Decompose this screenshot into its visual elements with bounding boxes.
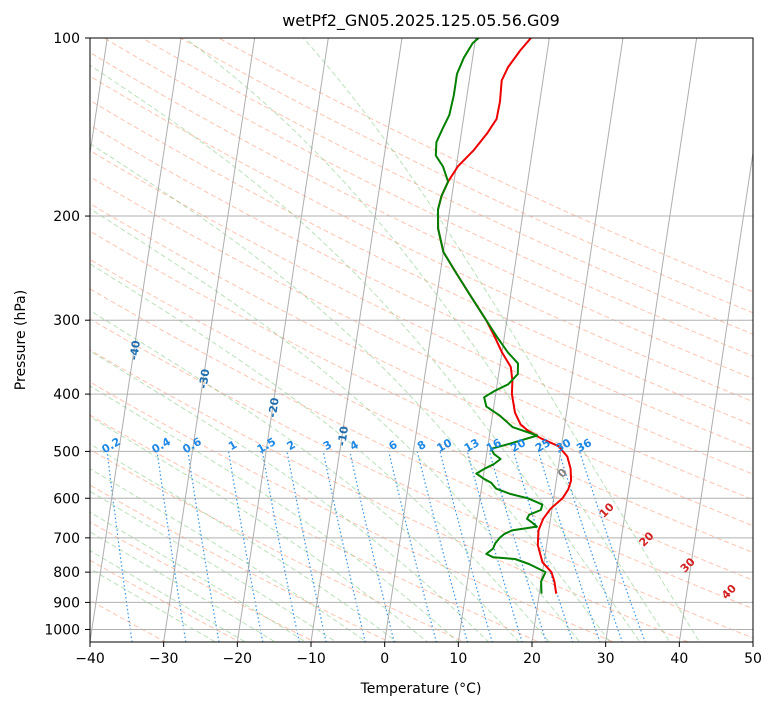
- dry-adiabat-line: [217, 38, 753, 293]
- y-tick-label: 400: [53, 387, 80, 403]
- y-tick-label: 900: [53, 595, 80, 611]
- dry-adiabat-line: [90, 448, 466, 642]
- isotherm-label: -60: [0, 244, 10, 266]
- moist-adiabat-label: 20: [637, 529, 657, 549]
- mixing-ratio-label: 4: [348, 438, 361, 453]
- x-tick-label: −10: [296, 651, 326, 667]
- x-tick-label: 10: [449, 651, 467, 667]
- isotherm-line: [90, 38, 182, 642]
- moist-adiabat-line: [90, 416, 429, 642]
- x-tick-label: 30: [597, 651, 615, 667]
- temperature-profile-line: [437, 38, 573, 594]
- mixing-ratio-label: 3: [321, 438, 334, 453]
- isotherm-line: [678, 149, 753, 642]
- mixing-ratio-label: 0.4: [149, 435, 173, 456]
- chart-title: wetPf2_GN05.2025.125.05.56.G09: [282, 11, 560, 31]
- isotherm-line: [457, 38, 550, 642]
- isotherm-label: -30: [197, 368, 213, 390]
- x-tick-label: −30: [149, 651, 179, 667]
- mixing-ratio-label: 2: [285, 438, 298, 453]
- isotherm-label: -40: [127, 339, 143, 361]
- isotherm-label: -10: [335, 425, 351, 447]
- mixing-ratio-line: [579, 451, 646, 642]
- x-axis-label: Temperature (°C): [360, 681, 482, 697]
- dry-adiabat-line: [90, 288, 753, 610]
- dry-adiabat-line: [90, 124, 753, 450]
- dry-adiabat-line: [90, 203, 753, 527]
- x-tick-label: −40: [75, 651, 105, 667]
- y-tick-label: 1000: [44, 622, 80, 638]
- mixing-ratio-label: 1: [226, 438, 239, 453]
- moist-adiabat-line: [90, 511, 307, 642]
- mixing-ratio-label: 0.2: [99, 435, 122, 456]
- dry-adiabat-line: [90, 75, 753, 403]
- plot-frame: [89, 37, 754, 643]
- y-tick-label: 100: [53, 31, 80, 47]
- moist-adiabat-line: [90, 550, 247, 642]
- mixing-ratio-line: [416, 451, 469, 642]
- mixing-ratio-line: [227, 451, 264, 642]
- y-tick-label: 300: [53, 313, 80, 329]
- y-axis-label: Pressure (hPa): [13, 290, 29, 390]
- x-tick-label: −20: [223, 651, 253, 667]
- axes: −40 −30 −20 −10 0 10 20 30 40 5010020030040050060…: [44, 31, 762, 667]
- dry-adiabat-line: [90, 176, 753, 501]
- dry-adiabat-line: [90, 150, 753, 475]
- moist-adiabat-line: [90, 443, 398, 642]
- moist-adiabat-label: 10: [597, 500, 617, 520]
- isotherm-line: [163, 38, 256, 642]
- moist-adiabat-line: [90, 310, 520, 642]
- moist-adiabat-line: [90, 531, 277, 642]
- mixing-ratio-line: [558, 451, 624, 642]
- moist-adiabat-line: [90, 64, 641, 642]
- isotherm-line: [531, 38, 624, 642]
- mixing-ratio-label: 8: [415, 438, 428, 453]
- dry-adiabat-line: [90, 230, 753, 554]
- isotherm-line: [236, 38, 329, 642]
- y-tick-label: 800: [53, 565, 80, 581]
- moist-adiabat-label: 40: [719, 582, 739, 602]
- isotherm-line: [310, 38, 403, 642]
- sounding-profiles: [434, 38, 573, 594]
- dry-adiabat-line: [141, 38, 753, 335]
- dewpoint-profile-line: [434, 38, 547, 594]
- isotherm-label: -20: [266, 396, 282, 418]
- y-tick-label: 200: [53, 209, 80, 225]
- y-tick-label: 500: [53, 444, 80, 460]
- moist-adiabat-line: [90, 568, 217, 642]
- x-tick-label: 0: [380, 651, 389, 667]
- mixing-ratio-label: 30: [553, 436, 573, 455]
- mixing-ratio-line: [349, 451, 395, 642]
- dry-adiabat-line: [90, 484, 391, 642]
- isotherm-line: [752, 638, 753, 642]
- mixing-ratio-label: 6: [386, 438, 399, 453]
- x-tick-label: 50: [744, 651, 762, 667]
- isotherm-line: [384, 38, 477, 642]
- mixing-ratio-label: 10: [434, 436, 454, 455]
- dry-adiabat-line: [90, 521, 316, 642]
- mixing-ratio-label: 13: [462, 436, 482, 455]
- y-tick-label: 600: [53, 491, 80, 507]
- y-tick-label: 700: [53, 531, 80, 547]
- mixing-ratio-label: 0.6: [180, 435, 204, 456]
- x-tick-label: 20: [523, 651, 541, 667]
- moist-adiabat-line: [302, 38, 701, 642]
- dry-adiabat-line: [90, 559, 242, 642]
- moist-adiabat-line: [90, 490, 337, 642]
- moist-adiabat-line: [90, 350, 490, 642]
- isotherm-line: [605, 38, 698, 642]
- background-lines: [90, 38, 753, 642]
- dry-adiabat-line: [90, 99, 753, 426]
- moist-adiabat-line: [90, 263, 551, 642]
- dry-adiabat-line: [90, 51, 753, 380]
- mixing-ratio-label: 1.5: [255, 435, 278, 456]
- dry-adiabat-line: [103, 38, 753, 357]
- dry-adiabat-line: [90, 414, 541, 642]
- x-tick-label: 40: [670, 651, 688, 667]
- moist-adiabat-line: [184, 38, 671, 642]
- dry-adiabat-line: [179, 38, 753, 314]
